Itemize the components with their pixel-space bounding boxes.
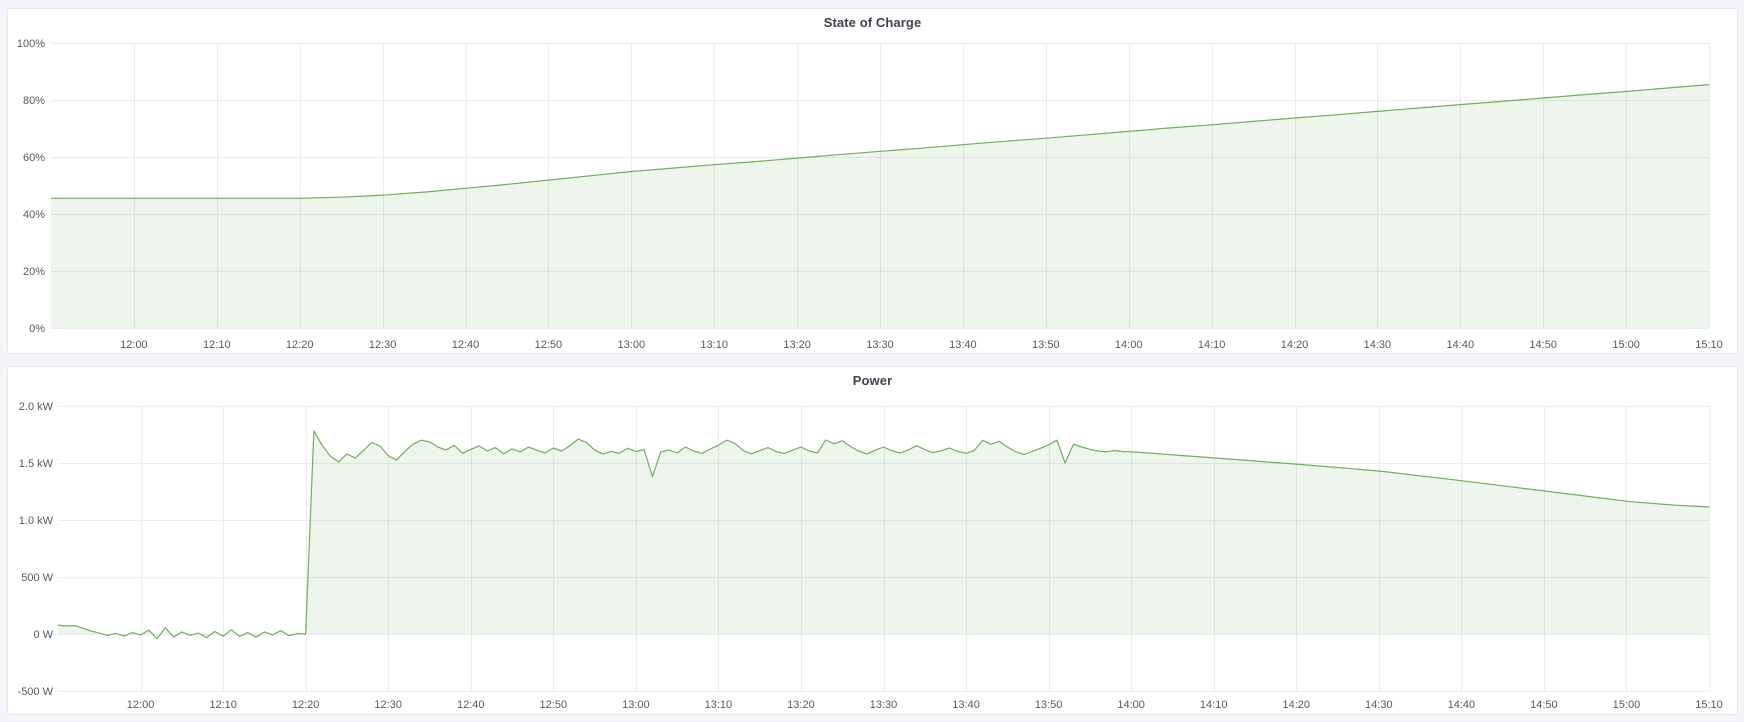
x-tick-label: 15:10 (1695, 699, 1723, 711)
y-axis-tick-labels: -500 W 0 W 500 W 1.0 kW 1.5 kW 2.0 kW (18, 401, 54, 698)
x-tick-label: 13:40 (952, 699, 980, 711)
x-tick-label: 12:10 (209, 699, 237, 711)
x-tick-label: 14:10 (1200, 699, 1228, 711)
y-tick-label: 500 W (21, 572, 53, 584)
x-tick-label: 13:10 (705, 699, 733, 711)
y-tick-label: 0 W (33, 629, 53, 641)
x-tick-label: 15:00 (1612, 339, 1640, 351)
gridlines (51, 43, 1710, 329)
x-tick-label: 12:40 (457, 699, 485, 711)
series-line (57, 430, 1710, 640)
x-tick-label: 14:40 (1447, 339, 1475, 351)
x-tick-label: 14:10 (1198, 339, 1226, 351)
y-tick-label: 100% (17, 38, 45, 50)
x-tick-label: 12:10 (203, 339, 231, 351)
x-tick-label: 13:50 (1035, 699, 1063, 711)
x-tick-label: 13:20 (783, 339, 811, 351)
x-tick-label: 12:00 (127, 699, 155, 711)
y-tick-label: 60% (23, 152, 45, 164)
x-tick-label: 13:30 (866, 339, 894, 351)
y-tick-label: 80% (23, 95, 45, 107)
y-tick-label: 40% (23, 209, 45, 221)
series-line (51, 84, 1710, 199)
x-tick-label: 14:50 (1529, 339, 1557, 351)
x-tick-label: 12:30 (374, 699, 402, 711)
panel-power: Power -500 W 0 W 500 W 1.0 kW 1.5 kW 2.0 kW 12… (7, 366, 1738, 715)
x-tick-label: 13:30 (870, 699, 898, 711)
x-tick-label: 12:30 (369, 339, 397, 351)
x-tick-label: 14:00 (1115, 339, 1143, 351)
soc-chart-canvas[interactable]: 0%20%40%60%80%100%12:00 12:10 12:20 12:30 12… (8, 9, 1737, 353)
panel-header-power[interactable]: Power (8, 367, 1737, 393)
x-axis-tick-labels: 12:00 12:10 12:20 12:30 12:40 12:50 13:00 13:10… (120, 339, 1723, 351)
series-area-fill (51, 84, 1709, 328)
y-axis-tick-labels: 0% 20% 40% 60% 80% 100% (17, 38, 45, 335)
x-tick-label: 12:20 (292, 699, 320, 711)
x-tick-label: 15:00 (1613, 699, 1641, 711)
x-tick-label: 14:20 (1282, 699, 1310, 711)
y-tick-label: 0% (29, 323, 45, 335)
panel-title: Power (852, 372, 893, 388)
x-tick-label: 15:10 (1695, 339, 1723, 351)
x-tick-label: 14:40 (1448, 699, 1476, 711)
y-tick-label: -500 W (18, 686, 54, 698)
x-tick-label: 13:20 (787, 699, 815, 711)
x-tick-label: 14:30 (1365, 699, 1393, 711)
panel-header-state-of-charge[interactable]: State of Charge (8, 9, 1737, 35)
x-tick-label: 13:00 (618, 339, 646, 351)
panel-title: State of Charge (823, 14, 922, 30)
x-tick-label: 13:00 (622, 699, 650, 711)
y-tick-label: 20% (23, 266, 45, 278)
x-tick-label: 12:20 (286, 339, 314, 351)
y-tick-label: 2.0 kW (19, 401, 54, 413)
panel-state-of-charge: State of Charge 0% 20% 40% 60% 80% 100% 12:00 1… (7, 8, 1738, 354)
x-tick-label: 13:40 (949, 339, 977, 351)
y-tick-label: 1.5 kW (19, 458, 54, 470)
series-area-fill (58, 430, 1709, 639)
x-tick-label: 14:00 (1117, 699, 1145, 711)
x-axis-tick-labels: 12:00 12:10 12:20 12:30 12:40 12:50 13:00 13:10… (127, 699, 1723, 711)
x-tick-label: 13:10 (700, 339, 728, 351)
x-tick-label: 13:50 (1032, 339, 1060, 351)
y-tick-label: 1.0 kW (19, 515, 54, 527)
x-tick-label: 14:20 (1281, 339, 1309, 351)
x-tick-label: 14:30 (1364, 339, 1392, 351)
x-tick-label: 12:50 (535, 339, 563, 351)
gridlines (58, 406, 1710, 692)
x-tick-label: 14:50 (1530, 699, 1558, 711)
x-tick-label: 12:50 (540, 699, 568, 711)
x-tick-label: 12:00 (120, 339, 148, 351)
x-tick-label: 12:40 (452, 339, 480, 351)
